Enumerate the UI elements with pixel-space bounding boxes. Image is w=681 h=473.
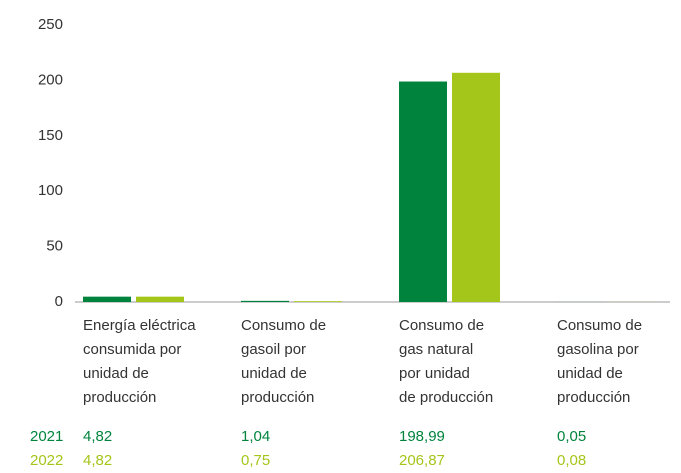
legend-label: 2022: [30, 452, 64, 469]
y-tick-label: 50: [46, 238, 63, 255]
value-label: 0,08: [557, 452, 587, 469]
x-tick-label: Consumo de gasoil por unidad de producci…: [241, 317, 327, 406]
x-tick-label: Consumo de gas natural por unidad de pro…: [399, 317, 494, 406]
bar: [241, 300, 289, 302]
value-label: 198,99: [399, 428, 445, 445]
legend-label: 2021: [30, 428, 64, 445]
value-label: 1,04: [241, 428, 271, 445]
bar: [294, 301, 342, 302]
bar: [83, 296, 131, 302]
x-tick-label: Consumo de gasolina por unidad de produc…: [557, 317, 643, 406]
value-label: 4,82: [83, 452, 113, 469]
value-label: 0,05: [557, 428, 587, 445]
bar: [399, 81, 447, 303]
y-tick-label: 0: [55, 293, 63, 310]
y-tick-label: 200: [38, 71, 63, 88]
y-tick-label: 100: [38, 182, 63, 199]
y-tick-label: 150: [38, 127, 63, 144]
value-label: 0,75: [241, 452, 271, 469]
value-label: 4,82: [83, 428, 113, 445]
bar: [136, 296, 184, 302]
value-label: 206,87: [399, 452, 445, 469]
x-tick-label: Energía eléctrica consumida por unidad d…: [83, 317, 196, 406]
bar: [452, 72, 500, 302]
y-tick-label: 250: [38, 16, 63, 33]
